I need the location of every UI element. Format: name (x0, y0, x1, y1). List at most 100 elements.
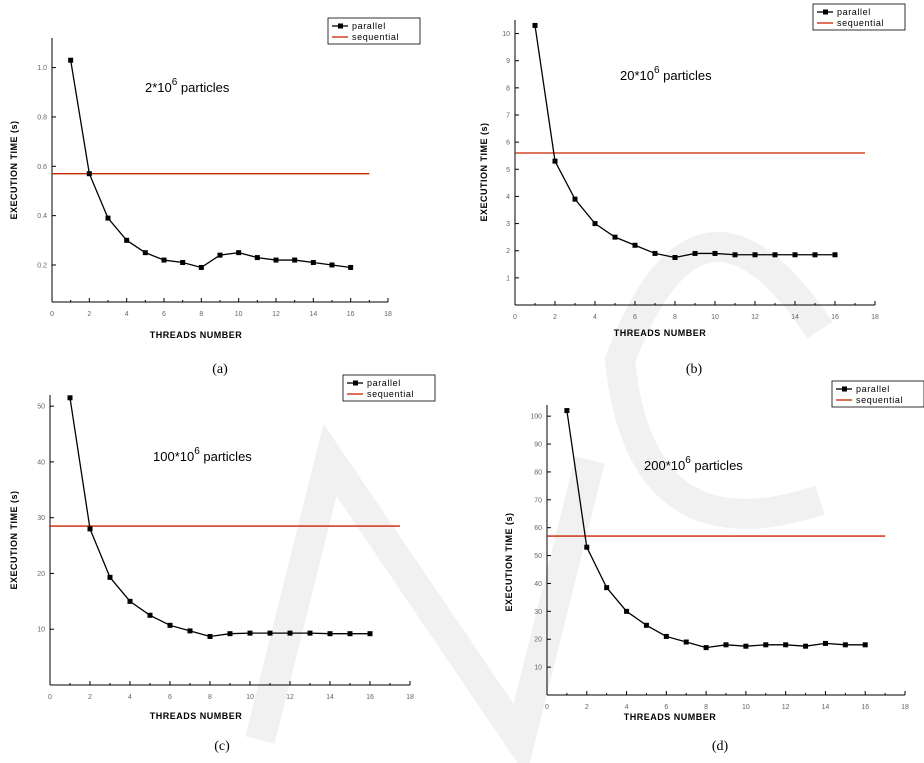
parallel-point (812, 252, 818, 258)
particles-annotation: 20*106 particles (620, 65, 712, 83)
x-tick-label: 2 (585, 704, 589, 711)
y-tick-label: 9 (506, 58, 510, 65)
chart-panel-d: 0 2 4 6 8 10 12 14 16 18 10 20 30 40 50 60 70 80 90 100 THRE… (504, 380, 924, 754)
annotation-superscript: 6 (172, 77, 178, 88)
y-tick-label: 100 (530, 414, 542, 421)
parallel-point (683, 639, 689, 645)
parallel-point (180, 260, 186, 266)
particles-annotation: 2*106 particles (145, 77, 230, 95)
annotation-superscript: 6 (654, 65, 660, 76)
parallel-point (672, 255, 678, 260)
x-tick-label: 18 (901, 704, 909, 711)
annotation-base: 2*10 (145, 80, 172, 95)
y-tick-label: 60 (534, 525, 542, 532)
x-tick-label: 10 (742, 704, 750, 711)
parallel-point (227, 631, 233, 637)
x-tick-label: 10 (235, 311, 243, 318)
legend-label-parallel: parallel (352, 21, 386, 31)
parallel-point (652, 250, 658, 256)
legend-box (812, 3, 906, 31)
x-tick-label: 4 (625, 704, 629, 711)
y-tick-label: 50 (534, 553, 542, 560)
parallel-point (198, 264, 204, 270)
series-parallel-line (70, 60, 351, 269)
parallel-point (743, 643, 749, 649)
x-tick-label: 12 (286, 694, 294, 701)
annotation-superscript: 6 (194, 446, 200, 457)
y-tick-label: 2 (506, 248, 510, 255)
x-tick-label: 8 (208, 694, 212, 701)
parallel-point (624, 608, 630, 614)
parallel-point (329, 262, 335, 268)
parallel-point (584, 544, 590, 550)
x-tick-label: 16 (347, 311, 355, 318)
parallel-point (167, 622, 173, 628)
y-tick-label: 0.8 (37, 114, 47, 121)
x-tick-label: 4 (128, 694, 132, 701)
x-tick-label: 18 (384, 311, 392, 318)
parallel-point (552, 158, 558, 164)
parallel-point (564, 408, 570, 414)
parallel-point (643, 622, 649, 628)
x-axis-title: THREADS NUMBER (614, 328, 707, 338)
y-tick-label: 6 (506, 140, 510, 147)
panel-caption: (b) (686, 362, 703, 377)
parallel-point (572, 196, 578, 202)
x-tick-label: 14 (326, 694, 334, 701)
parallel-point (207, 633, 213, 639)
parallel-point (763, 642, 769, 648)
parallel-point (273, 257, 279, 263)
x-tick-label: 4 (593, 314, 597, 321)
y-tick-label: 7 (506, 113, 510, 120)
x-tick-label: 18 (406, 694, 414, 701)
chart-panel-a: 0 2 4 6 8 10 12 14 16 18 0.2 0.4 0.6 0.8 1.0 THREADS NU… (9, 17, 421, 377)
parallel-point (267, 630, 273, 636)
parallel-point (532, 22, 538, 28)
watermark (245, 231, 833, 763)
annotation-rest: particles (660, 68, 713, 83)
panel-caption: (c) (214, 739, 230, 754)
parallel-point (862, 642, 868, 648)
y-tick-label: 10 (502, 31, 510, 38)
legend-label-sequential: sequential (837, 18, 884, 28)
annotation-rest: particles (200, 449, 253, 464)
series-parallel-line (69, 397, 370, 638)
annotation-superscript: 6 (685, 455, 691, 466)
legend-parallel-marker (353, 380, 358, 386)
x-tick-label: 0 (50, 311, 54, 318)
series-parallel-line (566, 410, 866, 649)
y-tick-label: 90 (534, 442, 542, 449)
x-tick-label: 2 (553, 314, 557, 321)
y-tick-label: 8 (506, 85, 510, 92)
panel-caption: (a) (212, 362, 228, 377)
legend-label-sequential: sequential (367, 389, 414, 399)
x-tick-label: 18 (871, 314, 879, 321)
x-tick-label: 8 (704, 704, 708, 711)
annotation-rest: particles (177, 80, 230, 95)
parallel-point (792, 252, 798, 258)
parallel-point (236, 250, 242, 256)
x-axis-title: THREADS NUMBER (150, 330, 243, 340)
y-tick-label: 0.4 (37, 213, 47, 220)
parallel-point (147, 612, 153, 618)
x-tick-label: 14 (309, 311, 317, 318)
y-tick-label: 1 (506, 275, 510, 282)
x-tick-label: 14 (822, 704, 830, 711)
x-tick-label: 12 (782, 704, 790, 711)
parallel-point (254, 255, 260, 261)
x-tick-label: 10 (246, 694, 254, 701)
parallel-point (161, 257, 167, 263)
parallel-point (752, 252, 758, 258)
parallel-point (803, 643, 809, 649)
x-tick-label: 0 (48, 694, 52, 701)
y-tick-label: 4 (506, 194, 510, 201)
annotation-rest: particles (691, 458, 744, 473)
x-tick-label: 2 (88, 694, 92, 701)
parallel-point (822, 640, 828, 646)
parallel-point (105, 215, 111, 221)
y-tick-label: 1.0 (37, 65, 47, 72)
